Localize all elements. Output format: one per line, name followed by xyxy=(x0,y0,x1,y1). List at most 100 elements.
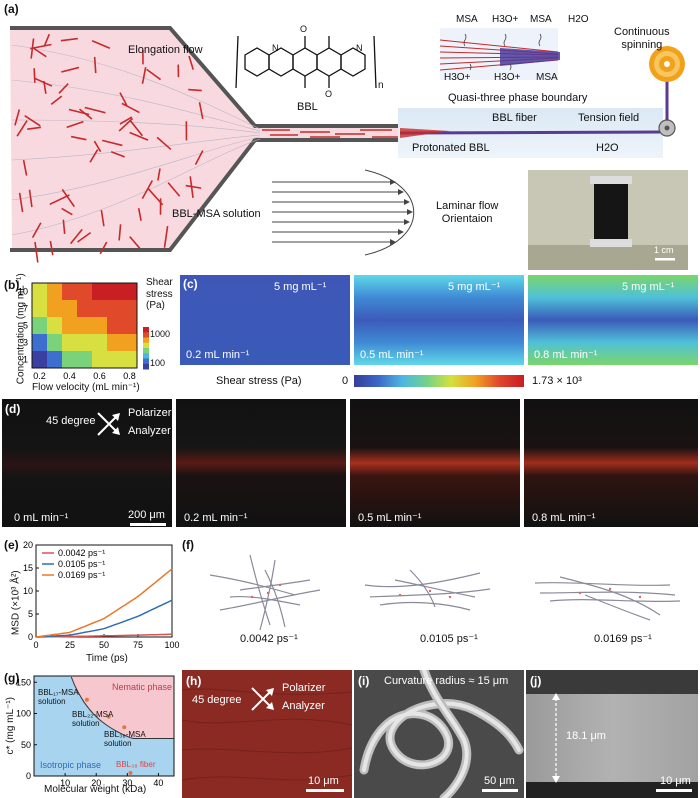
lc-rod xyxy=(188,55,194,70)
heatmap-cell xyxy=(107,300,122,317)
heatmap-cell xyxy=(32,351,47,368)
curvature-label: Curvature radius ≈ 15 μm xyxy=(384,675,509,687)
panel-a-illustration: O O N N xyxy=(10,24,688,270)
svg-text:N: N xyxy=(356,43,363,53)
phase-nematic-label: Nematic phase xyxy=(112,682,173,692)
laminar-flow-label: Laminar flow Orientaion xyxy=(436,200,499,225)
heatmap-ytick: 5 xyxy=(23,321,28,331)
repeat-n-label: n xyxy=(378,80,384,91)
lc-rod xyxy=(129,236,141,249)
lc-rod xyxy=(185,184,202,189)
h-analyzer-label: Analyzer xyxy=(282,700,325,712)
pom-flow-1: 0 mL min⁻¹ xyxy=(14,512,69,524)
heatmap-ytick: 10 xyxy=(18,287,28,297)
lc-rod xyxy=(34,77,53,87)
msd-series-line xyxy=(36,633,173,638)
heatmap-cell xyxy=(77,334,92,351)
lc-rod xyxy=(18,192,24,213)
heatmap-cell xyxy=(92,317,107,334)
msd-series-line xyxy=(35,599,173,638)
msd-series-line xyxy=(35,568,173,638)
colorbar-segment xyxy=(143,342,149,349)
heatmap-cell xyxy=(32,283,47,300)
md-snapshots xyxy=(209,554,681,631)
h3o-label-1: H3O+ xyxy=(492,14,519,25)
h2o-top-label: H2O xyxy=(568,14,589,25)
colorbar-segment xyxy=(143,348,149,354)
pom-image-3 xyxy=(350,399,520,527)
phase-xtick: 40 xyxy=(153,778,163,788)
lc-rod xyxy=(89,149,99,163)
panel-f-label: (f) xyxy=(182,538,194,552)
phase-xtick: 20 xyxy=(91,778,101,788)
lc-rod xyxy=(69,228,83,245)
heatmap-cell xyxy=(122,334,137,351)
lc-rod xyxy=(188,88,202,92)
heatmap-ytick: 3 xyxy=(23,338,28,348)
lc-rod xyxy=(43,33,51,47)
lc-rod xyxy=(118,224,122,241)
panel-d-label: (d) xyxy=(5,402,21,416)
svg-text:O: O xyxy=(325,89,332,99)
h-angle-label: 45 degree xyxy=(192,694,242,706)
heatmap-cell xyxy=(47,351,62,368)
lc-rod xyxy=(70,135,87,141)
heatmap-ytick: 7 xyxy=(23,304,28,314)
phase-xlabel: Molecular weight (kDa) xyxy=(44,784,147,795)
shear-map-2 xyxy=(354,275,524,365)
heatmap-cell xyxy=(92,351,107,368)
lc-rod xyxy=(141,67,147,84)
phase-boundary xyxy=(70,676,174,739)
phase-point-4-label: BBL₃₈ fiber xyxy=(116,760,156,769)
lc-rod xyxy=(84,106,106,114)
lc-rod xyxy=(102,139,123,147)
heatmap-cell xyxy=(32,317,47,334)
phase-data-point xyxy=(128,770,133,775)
lc-rod xyxy=(31,222,42,239)
lc-rod xyxy=(137,208,142,221)
heatmap-cell xyxy=(47,317,62,334)
panel-b-label: (b) xyxy=(4,278,20,292)
h-polarizer-cross-icon xyxy=(251,687,274,711)
heatmap-cell xyxy=(122,300,137,317)
heatmap-cell xyxy=(107,351,122,368)
shear-colorbar-min: 0 xyxy=(342,375,349,387)
panel-a-label: (a) xyxy=(4,2,19,16)
lc-rod xyxy=(129,119,144,137)
phase-ytick: 50 xyxy=(21,740,31,750)
shear-colorbar-max: 1.73 × 10³ xyxy=(532,375,582,387)
phase-data-point xyxy=(106,714,111,719)
msd-ylabel: MSD (×10³ Å²) xyxy=(10,570,22,636)
pom-image-4 xyxy=(524,399,698,527)
lc-rod xyxy=(167,182,181,197)
photo-scale-label: 1 cm xyxy=(654,245,674,255)
lc-rod xyxy=(27,126,42,131)
heatmap-cell xyxy=(107,317,122,334)
lc-rod xyxy=(60,37,78,42)
heatmap-cell xyxy=(32,300,47,317)
panel-c: (c) 5 mg mL⁻¹ 5 mg mL⁻¹ 5 mg mL⁻¹ 0.2 mL… xyxy=(178,275,700,395)
lc-rod xyxy=(99,241,108,255)
panel-c-label: (c) xyxy=(183,277,198,291)
heatmap-cell xyxy=(92,283,107,300)
lc-rod xyxy=(93,140,102,153)
colorbar-segment xyxy=(143,353,149,359)
lc-rod xyxy=(129,131,149,141)
lc-rod xyxy=(50,95,63,105)
lc-rod xyxy=(34,241,39,263)
msd-ytick: 10 xyxy=(23,586,33,596)
lc-rod xyxy=(121,102,140,114)
nematic-region xyxy=(71,676,174,739)
heatmap-ylabel: Concentration (mg mL⁻¹) xyxy=(15,273,27,385)
lc-rod xyxy=(61,66,80,73)
md-rate-2: 0.0105 ps⁻¹ xyxy=(420,633,478,645)
panel-g-label: (g) xyxy=(4,671,20,685)
heatmap-xtick: 0.8 xyxy=(123,371,136,381)
panel-j: (j) 18.1 μm 10 μm xyxy=(526,670,698,798)
panel-h: (h) 45 degree Polarizer Analyzer 10 μm xyxy=(182,670,352,798)
heatmap-xlabel: Flow velocity (mL min⁻¹) xyxy=(32,382,140,393)
heatmap-xtick: 0.6 xyxy=(93,371,106,381)
polarizer-cross-icon xyxy=(97,412,120,436)
lc-rod xyxy=(16,120,28,137)
lc-rod xyxy=(146,68,162,81)
